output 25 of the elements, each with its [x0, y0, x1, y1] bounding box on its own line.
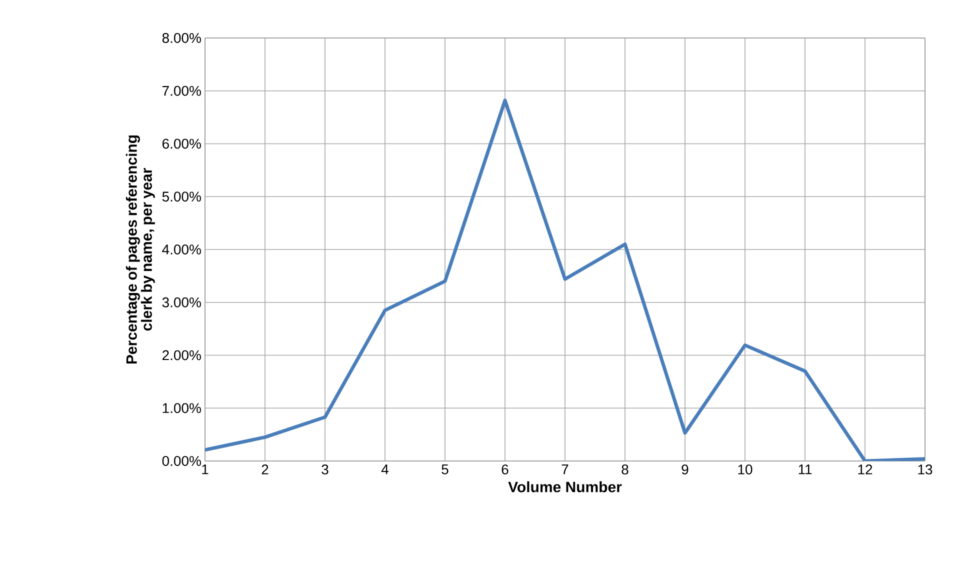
x-tick-label: 10 — [738, 464, 752, 474]
x-tick-label: 7 — [562, 464, 568, 474]
x-tick-label: 12 — [858, 464, 872, 474]
x-tick-label: 13 — [918, 464, 932, 474]
y-tick-label: 3.00% — [162, 297, 201, 308]
x-tick-label: 1 — [202, 464, 208, 474]
x-tick-label: 6 — [502, 464, 508, 474]
x-tick-label: 2 — [262, 464, 268, 474]
x-tick-label: 3 — [322, 464, 328, 474]
line-series — [205, 98, 925, 461]
x-tick-label: 9 — [682, 464, 688, 474]
y-tick-label: 0.00% — [162, 456, 201, 466]
y-axis-title: Percentage of pages referencing clerk by name, per year — [126, 135, 155, 364]
x-tick-label: 4 — [381, 464, 388, 474]
y-tick-label: 7.00% — [162, 86, 201, 96]
y-tick-label: 5.00% — [162, 192, 201, 202]
x-axis-title: Volume Number — [508, 481, 622, 492]
x-tick-label: 5 — [442, 464, 448, 474]
y-tick-label: 2.00% — [162, 350, 201, 360]
y-tick-label: 1.00% — [162, 403, 201, 414]
y-tick-label: 6.00% — [162, 138, 201, 149]
y-tick-label: 4.00% — [162, 244, 201, 254]
y-tick-label: 8.00% — [162, 33, 201, 43]
x-tick-label: 11 — [798, 464, 812, 474]
x-tick-label: 8 — [622, 464, 628, 474]
